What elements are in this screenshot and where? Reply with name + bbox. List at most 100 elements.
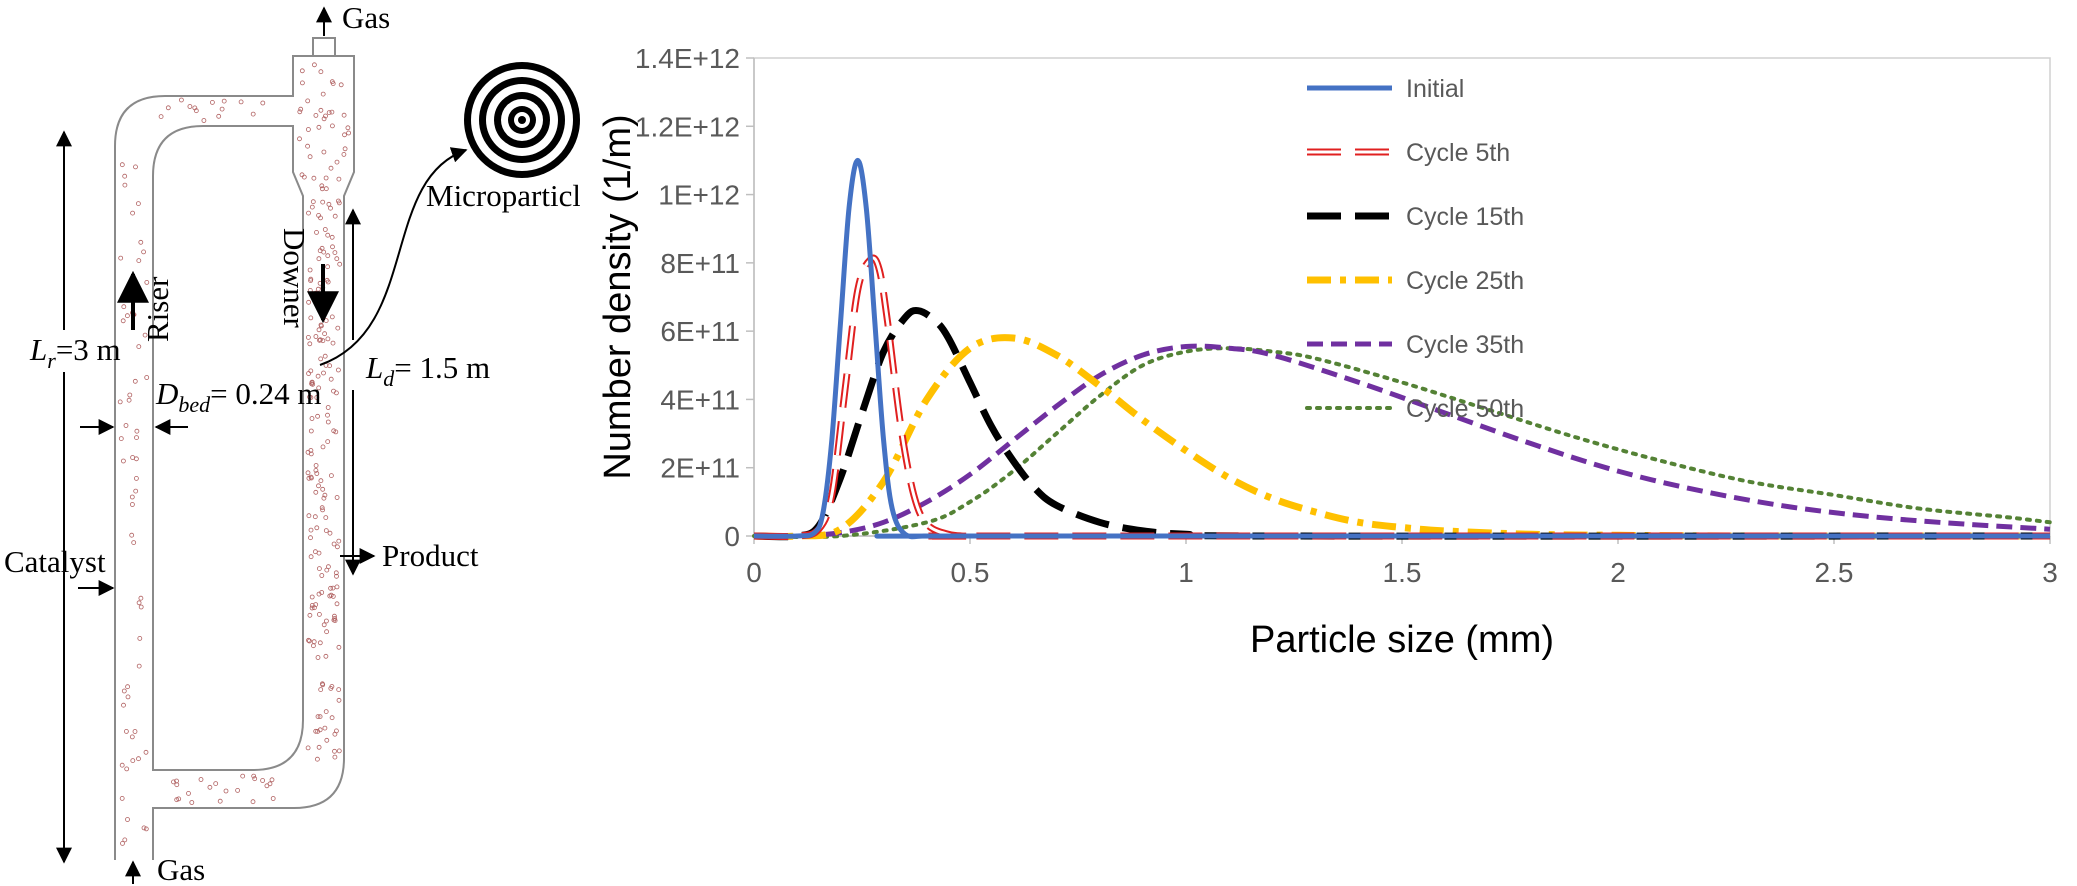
particle-dot bbox=[316, 385, 322, 391]
particle-dot bbox=[315, 286, 321, 292]
riser-label: Riser bbox=[140, 276, 175, 342]
particle-dot bbox=[306, 638, 312, 644]
particle-dot bbox=[138, 604, 144, 610]
particle-dot bbox=[306, 637, 311, 643]
particle-dot bbox=[334, 584, 340, 590]
particle-dot bbox=[318, 69, 324, 75]
reactor-diagram: Gas Lr=3 m Riser Dbed= 0.24 m Downer Ld=… bbox=[4, 0, 580, 886]
particle-dot bbox=[269, 777, 275, 783]
particle-dot bbox=[325, 253, 331, 259]
particle-dot bbox=[319, 505, 325, 511]
particle-dot bbox=[171, 779, 176, 785]
particle-dot bbox=[319, 186, 325, 192]
particle-dot bbox=[329, 109, 335, 115]
particle-dot bbox=[310, 199, 316, 205]
particle-dot bbox=[299, 80, 305, 86]
particle-dot bbox=[316, 591, 322, 597]
particle-dot bbox=[251, 773, 257, 779]
particle-dot bbox=[121, 688, 127, 694]
particle-dot bbox=[328, 376, 334, 382]
particle-dot bbox=[336, 176, 342, 182]
particle-dot bbox=[334, 159, 340, 165]
particle-dot bbox=[309, 379, 315, 385]
gas-outlet-label: Gas bbox=[342, 0, 390, 35]
particle-dot bbox=[136, 344, 142, 350]
particle-dot bbox=[325, 564, 331, 570]
particle-dot bbox=[311, 175, 317, 181]
y-tick-label: 1.2E+12 bbox=[635, 111, 740, 142]
particle-dot bbox=[252, 776, 258, 782]
particle-dot bbox=[318, 323, 324, 329]
catalyst-particles bbox=[117, 62, 352, 846]
particle-dot bbox=[165, 105, 171, 111]
particle-dot bbox=[323, 528, 329, 533]
microparticle-rings-icon bbox=[464, 62, 580, 178]
y-tick-label: 1E+12 bbox=[658, 180, 740, 211]
particle-dot bbox=[316, 256, 322, 262]
series-line-cycle-50th bbox=[752, 346, 2052, 540]
downer-length-label: Ld= 1.5 m bbox=[365, 350, 490, 391]
particle-dot bbox=[301, 174, 307, 180]
particle-dot bbox=[315, 373, 321, 379]
particle-dot bbox=[297, 136, 302, 142]
particle-dot bbox=[141, 825, 147, 831]
particle-dot bbox=[325, 232, 331, 238]
number-density-chart: 0 0.5 1 1.5 2 2.5 3 0 2E+11 4E+11 6E+11 8E+11 1E+12 1… bbox=[597, 43, 2058, 661]
legend-label: Cycle 5th bbox=[1406, 139, 1510, 167]
particle-dot bbox=[298, 106, 304, 112]
particle-dot bbox=[129, 502, 135, 507]
particle-dot bbox=[322, 492, 328, 498]
particle-dot bbox=[308, 535, 313, 541]
particle-dot bbox=[335, 325, 341, 331]
legend-label: Cycle 25th bbox=[1406, 267, 1524, 295]
particle-dot bbox=[310, 643, 316, 649]
particle-dot bbox=[307, 612, 313, 618]
particle-dot bbox=[129, 532, 135, 538]
particle-dot bbox=[341, 151, 347, 157]
particle-dot bbox=[311, 639, 317, 645]
particle-dot bbox=[345, 125, 351, 131]
particle-dot bbox=[329, 314, 335, 320]
particle-dot bbox=[329, 234, 335, 240]
particle-dot bbox=[305, 745, 311, 751]
particle-dot bbox=[323, 618, 329, 624]
particle-dot bbox=[308, 395, 314, 400]
particle-dot bbox=[117, 399, 123, 405]
particle-dot bbox=[334, 256, 340, 262]
particle-dot bbox=[213, 781, 219, 786]
particle-dot bbox=[130, 758, 136, 763]
particle-dot bbox=[316, 744, 322, 750]
particle-dot bbox=[316, 483, 321, 489]
particle-dot bbox=[316, 550, 322, 556]
y-tick-label: 4E+11 bbox=[660, 384, 740, 415]
particle-dot bbox=[320, 338, 326, 344]
particle-dot bbox=[328, 165, 334, 171]
particle-dot bbox=[311, 62, 317, 68]
particle-dot bbox=[221, 98, 227, 104]
particle-dot bbox=[321, 622, 327, 628]
particle-dot bbox=[134, 428, 140, 434]
particle-dot bbox=[305, 470, 311, 476]
particle-dot bbox=[342, 132, 347, 138]
particle-dot bbox=[198, 777, 204, 782]
particle-dot bbox=[322, 353, 328, 359]
particle-dot bbox=[332, 250, 338, 256]
particle-dot bbox=[308, 368, 314, 374]
microparticle-callout-arrow bbox=[319, 147, 468, 366]
particle-dot bbox=[238, 99, 244, 105]
particle-dot bbox=[317, 640, 323, 646]
particle-dot bbox=[122, 182, 128, 188]
particle-dot bbox=[320, 682, 326, 688]
particle-dot bbox=[313, 602, 319, 607]
particle-dot bbox=[323, 175, 329, 181]
particle-dot bbox=[158, 114, 164, 119]
particle-dot bbox=[121, 458, 126, 464]
particle-dot bbox=[138, 239, 144, 245]
particle-dot bbox=[320, 486, 326, 492]
x-tick-label: 2.5 bbox=[1815, 557, 1854, 588]
particle-dot bbox=[124, 729, 129, 734]
particle-dot bbox=[135, 201, 141, 207]
particle-dot bbox=[315, 413, 321, 419]
y-tick-label: 8E+11 bbox=[660, 248, 740, 279]
particle-dot bbox=[323, 515, 329, 520]
